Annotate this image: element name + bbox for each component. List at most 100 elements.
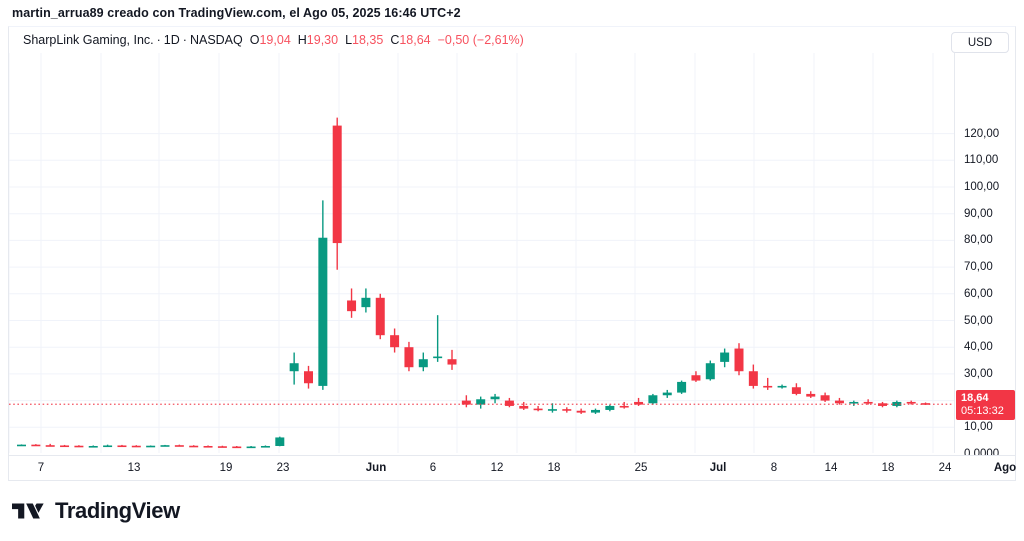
candlestick	[260, 445, 270, 448]
time-tick: 14	[824, 462, 838, 474]
candlestick	[863, 399, 873, 405]
price-countdown: 05:13:32	[961, 404, 1004, 417]
candlestick	[892, 400, 902, 408]
candlestick	[763, 377, 773, 390]
price-tick: 120,00	[964, 127, 1000, 140]
candlestick-svg	[9, 53, 956, 453]
price-tick: 60,00	[964, 287, 993, 300]
candlestick	[562, 407, 572, 413]
candlestick	[60, 444, 70, 448]
candlestick	[304, 365, 313, 389]
price-tick: 70,00	[964, 261, 993, 274]
candlestick	[619, 401, 629, 409]
candlestick	[806, 391, 816, 398]
current-price-tag[interactable]: 18,64 05:13:32	[956, 390, 1015, 421]
candlestick	[347, 288, 357, 318]
candlestick	[576, 408, 586, 414]
time-tick: Jun	[365, 462, 387, 474]
plot-area[interactable]	[9, 53, 956, 453]
candlestick	[734, 343, 744, 376]
candlestick	[418, 352, 428, 372]
candlestick	[447, 349, 457, 370]
tradingview-logo-icon	[12, 503, 44, 519]
candlestick	[17, 444, 26, 447]
candlestick	[404, 341, 414, 372]
time-tick: 18	[881, 462, 895, 474]
currency-pill[interactable]: USD	[951, 32, 1009, 53]
time-tick: 18	[547, 462, 561, 474]
legend-separator-2: ·	[182, 33, 187, 47]
legend-exchange: NASDAQ	[189, 33, 243, 47]
attribution-text: martin_arrua89 creado con TradingView.co…	[0, 0, 1024, 26]
candlestick	[748, 364, 758, 389]
time-tick: 12	[490, 462, 504, 474]
time-tick: 25	[634, 462, 648, 474]
price-tick: 10,00	[964, 421, 993, 434]
candlestick	[289, 352, 299, 385]
legend-open-value: 19,04	[259, 33, 291, 47]
candlestick	[361, 288, 371, 313]
time-tick: 24	[938, 462, 952, 474]
candlestick	[246, 445, 256, 449]
price-tick: 100,00	[964, 181, 1000, 193]
price-tick: 50,00	[964, 314, 993, 327]
chart-frame: SharpLink Gaming, Inc. · 1D · NASDAQ O19…	[8, 26, 1016, 481]
time-tick: 8	[770, 462, 778, 474]
legend-separator-1: ·	[156, 33, 161, 47]
candlestick	[476, 396, 486, 409]
price-tick: 90,00	[964, 207, 993, 220]
price-tick: 80,00	[964, 234, 993, 247]
candlestick	[318, 200, 328, 390]
candlestick	[691, 371, 701, 382]
tradingview-wordmark: TradingView	[55, 498, 180, 523]
legend-change: −0,50 (−2,61%)	[437, 33, 524, 47]
candlestick	[390, 328, 400, 353]
time-tick: 7	[37, 462, 45, 474]
legend-high: H19,30	[298, 33, 338, 47]
price-axis[interactable]: 120,00 110,00 100,00 90,00 80,00 70,00 60,00 50…	[954, 53, 1015, 460]
time-tick: 6	[429, 462, 437, 474]
time-tick: Ago	[993, 462, 1017, 474]
legend-interval[interactable]: 1D	[163, 33, 180, 47]
candlestick	[720, 348, 730, 368]
candlestick	[146, 445, 156, 448]
time-tick: 13	[127, 462, 141, 474]
candlestick	[547, 403, 557, 413]
candlestick	[375, 293, 385, 340]
candlestick	[31, 444, 41, 447]
candlestick	[217, 445, 227, 448]
candlestick	[160, 444, 170, 447]
legend-close: C18,64	[390, 33, 430, 47]
candlestick	[189, 445, 199, 448]
candlestick	[103, 444, 113, 448]
candlestick	[705, 360, 715, 381]
candlestick	[605, 404, 615, 412]
legend-low: L18,35	[345, 33, 383, 47]
footer-branding: TradingView	[12, 498, 180, 524]
time-tick: Jul	[709, 462, 727, 474]
candlestick	[634, 397, 644, 406]
price-tick: 40,00	[964, 341, 993, 354]
candlestick	[591, 408, 600, 414]
candlestick	[88, 445, 98, 448]
legend-close-label: C	[390, 33, 400, 47]
candlestick	[677, 380, 687, 394]
candlestick	[490, 393, 500, 404]
legend-high-value: 19,30	[306, 33, 339, 47]
current-price-value: 18,64	[961, 392, 989, 405]
candlestick	[74, 445, 84, 448]
legend-close-value: 18,64	[399, 33, 431, 47]
legend-open-label: O	[249, 33, 260, 47]
candlestick	[777, 384, 787, 389]
candlestick	[232, 445, 242, 449]
candlestick	[849, 400, 859, 406]
candlestick	[275, 436, 285, 447]
candlestick	[648, 393, 658, 405]
time-axis[interactable]: 7 13 19 23 Jun 6 12 18 25 Jul 8 14 18 24 Ago	[8, 455, 1016, 481]
legend-symbol[interactable]: SharpLink Gaming, Inc.	[23, 33, 154, 47]
candlestick	[117, 444, 127, 448]
candlestick	[533, 405, 543, 412]
chart-legend[interactable]: SharpLink Gaming, Inc. · 1D · NASDAQ O19…	[9, 27, 524, 53]
candlestick	[332, 117, 342, 270]
